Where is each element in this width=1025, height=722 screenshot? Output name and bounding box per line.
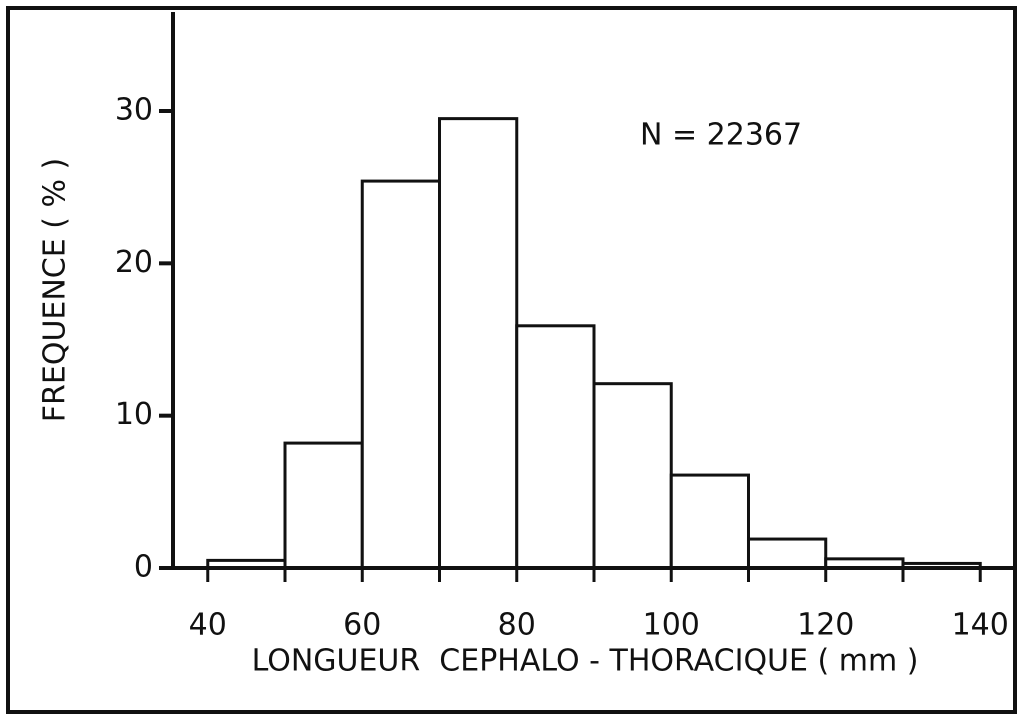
x-tick-label: 140 [952,608,1009,643]
y-tick-label: 0 [134,550,153,585]
bar [669,473,750,570]
frame [6,6,1017,714]
x-tick-label: 80 [498,608,536,643]
bar [283,441,364,570]
bar [438,117,519,570]
bar [746,537,828,570]
x-tick-label: 100 [643,608,700,643]
x-axis-label: LONGUEUR CEPHALO - THORACIQUE ( mm ) [252,644,919,679]
y-tick-label: 10 [115,397,153,432]
bar [360,179,442,570]
x-tick-label: 120 [797,608,854,643]
annotation: N = 22367 [640,118,802,153]
x-tick-label: 60 [343,608,381,643]
y-axis-label: FREQUENCE ( % ) [38,158,73,422]
bar [515,324,596,570]
bar [592,382,673,570]
y-tick-label: 30 [115,93,153,128]
y-tick-label: 20 [115,245,153,280]
x-tick-label: 40 [189,608,227,643]
